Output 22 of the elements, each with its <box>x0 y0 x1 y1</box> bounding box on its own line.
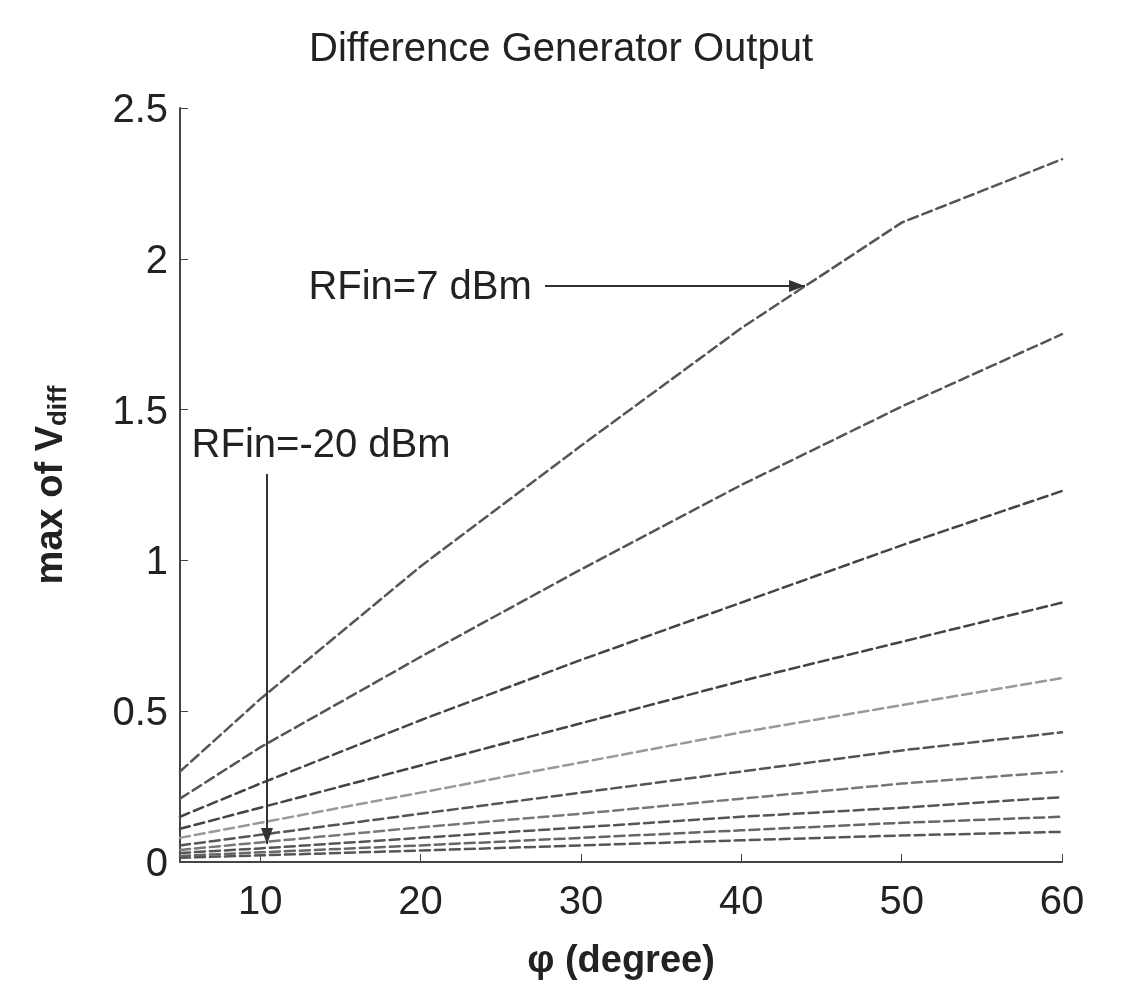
y-tick-label: 2 <box>145 236 168 281</box>
y-tick-label: 0 <box>145 840 168 884</box>
line-series <box>178 158 1064 773</box>
x-tick-label: 30 <box>558 878 604 922</box>
y-tick-label: 2.5 <box>112 86 168 130</box>
y-tick-label: 0.5 <box>112 689 168 734</box>
y-axis-title: max of Vdiff <box>28 385 72 585</box>
line-series <box>178 770 1064 852</box>
x-tick-label: 60 <box>1039 878 1085 922</box>
x-tick-label: 10 <box>237 878 283 922</box>
line-series <box>178 731 1064 847</box>
y-tick-label: 1.5 <box>112 387 168 432</box>
y-tick-label: 1 <box>145 538 168 583</box>
x-axis-title: φ (degree) <box>527 938 715 980</box>
chart-title: Difference Generator Output <box>309 25 813 69</box>
x-tick-label: 20 <box>398 878 443 922</box>
line-series <box>178 676 1064 840</box>
annotation: RFin=7 dBm <box>308 263 532 309</box>
annotation: RFin=-20 dBm <box>191 420 451 466</box>
x-tick-label: 50 <box>879 878 924 922</box>
x-tick-label: 40 <box>719 878 764 922</box>
line-series <box>178 332 1064 800</box>
